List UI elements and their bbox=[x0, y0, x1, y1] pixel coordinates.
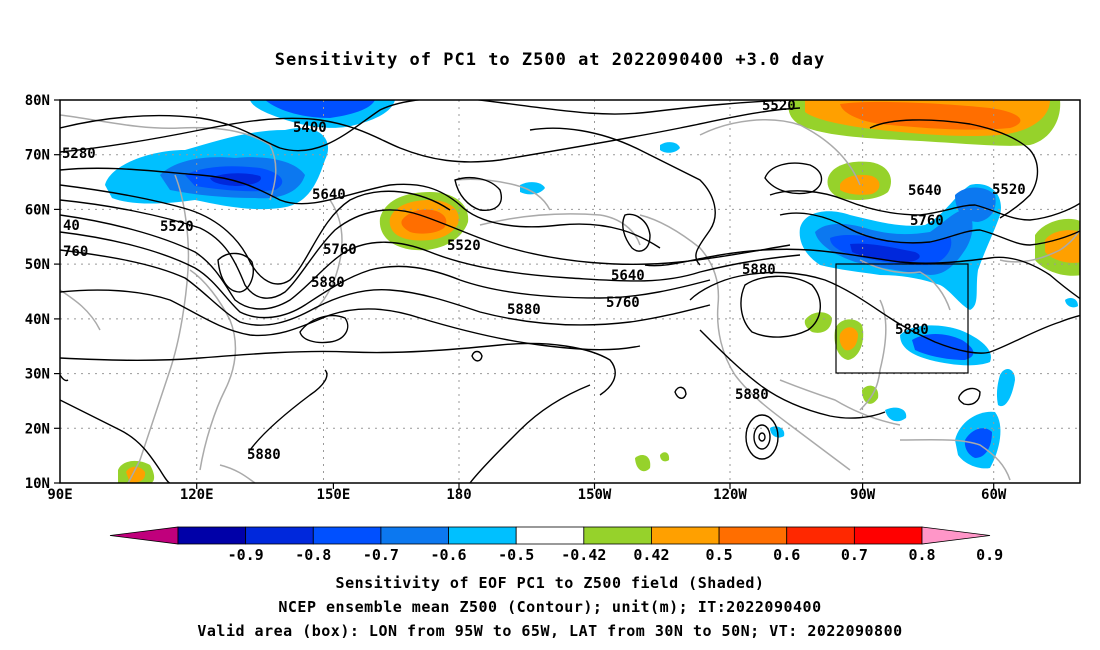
latitude-labels: 80N 70N 60N 50N 40N 30N 20N 10N bbox=[25, 93, 50, 492]
colorbar-tick-label: -0.42 bbox=[561, 546, 606, 564]
lat-label: 50N bbox=[25, 257, 50, 273]
colorbar-tick-label: -0.9 bbox=[228, 546, 264, 564]
contour-label: 5520 bbox=[447, 238, 481, 254]
lon-label: 150E bbox=[317, 487, 351, 503]
grid-lines bbox=[60, 100, 1080, 483]
lon-label: 120E bbox=[180, 487, 214, 503]
colorbar-tick-label: 0.9 bbox=[976, 546, 1003, 564]
contour-label: 5520 bbox=[992, 182, 1026, 198]
colorbar-bin bbox=[177, 526, 247, 545]
lat-label: 40N bbox=[25, 312, 50, 328]
map-title: Sensitivity of PC1 to Z500 at 2022090400… bbox=[274, 50, 826, 70]
lon-label: 90W bbox=[850, 487, 876, 503]
contour-label: 5880 bbox=[507, 302, 541, 318]
colorbar-end-high bbox=[921, 526, 991, 545]
colorbar-end-low bbox=[109, 526, 179, 545]
coastlines bbox=[60, 114, 1080, 483]
lat-label: 60N bbox=[25, 202, 50, 218]
lat-label: 10N bbox=[25, 476, 50, 492]
lon-label: 150W bbox=[578, 487, 612, 503]
colorbar-tick-label: 0.5 bbox=[706, 546, 733, 564]
contour-label: 5640 bbox=[312, 187, 346, 203]
colorbar-tick-label: -0.5 bbox=[498, 546, 534, 564]
colorbar-bin bbox=[312, 526, 382, 545]
contour-label: 5760 bbox=[606, 295, 640, 311]
plot-frame bbox=[59, 99, 1081, 484]
colorbar-tick-label: 0.7 bbox=[841, 546, 868, 564]
valid-area-box bbox=[835, 263, 969, 374]
lon-label: 90E bbox=[47, 487, 72, 503]
contour-label: 5880 bbox=[895, 322, 929, 338]
colorbar-bin bbox=[651, 526, 720, 545]
colorbar-bin bbox=[515, 526, 585, 545]
contour-label: 760 bbox=[63, 244, 88, 260]
colorbar-tick-label: 0.8 bbox=[908, 546, 935, 564]
longitude-labels: 90E 120E 150E 180 150W 120W 90W 60W bbox=[47, 487, 1007, 503]
latitude-ticks bbox=[54, 99, 60, 484]
colorbar-bin bbox=[786, 526, 855, 545]
colorbar-tick-label: -0.7 bbox=[363, 546, 399, 564]
contour-label: 5760 bbox=[910, 213, 944, 229]
colorbar-bin bbox=[583, 526, 652, 545]
colorbar-bin bbox=[380, 526, 449, 545]
contour-label: 5520 bbox=[160, 219, 194, 235]
colorbar-tick-label: -0.6 bbox=[430, 546, 466, 564]
colorbar-bin bbox=[718, 526, 788, 545]
contour-label: 5760 bbox=[323, 242, 357, 258]
lat-label: 30N bbox=[25, 367, 50, 383]
contour-label: 5880 bbox=[735, 387, 769, 403]
contour-label: 5520 bbox=[762, 98, 796, 114]
colorbar-bin bbox=[245, 526, 314, 545]
caption-valid-area: Valid area (box): LON from 95W to 65W, L… bbox=[197, 622, 903, 640]
lon-label: 180 bbox=[446, 487, 471, 503]
caption-contour: NCEP ensemble mean Z500 (Contour); unit(… bbox=[278, 598, 822, 616]
contour-labels: 5520 5400 5280 5640 5520 40 760 5760 588… bbox=[62, 98, 1026, 463]
colorbar-bin bbox=[853, 526, 923, 545]
colorbar-bin bbox=[448, 526, 517, 545]
z500-contours bbox=[60, 100, 1080, 483]
caption-shaded: Sensitivity of EOF PC1 to Z500 field (Sh… bbox=[335, 574, 765, 592]
lon-label: 120W bbox=[713, 487, 747, 503]
colorbar-tick-label: 0.6 bbox=[773, 546, 800, 564]
contour-label: 5880 bbox=[311, 275, 345, 291]
contour-label: 5640 bbox=[611, 268, 645, 284]
lon-label: 60W bbox=[981, 487, 1007, 503]
lat-label: 80N bbox=[25, 93, 50, 109]
contour-label: 5400 bbox=[293, 120, 327, 136]
contour-label: 5280 bbox=[62, 146, 96, 162]
colorbar: -0.9 -0.8 -0.7 -0.6 -0.5 -0.42 0.42 0.5 0.6 0.7 0.… bbox=[109, 526, 1003, 564]
contour-label: 5880 bbox=[247, 447, 281, 463]
colorbar-tick-label: 0.42 bbox=[633, 546, 669, 564]
contour-label: 40 bbox=[63, 218, 80, 234]
longitude-ticks bbox=[196, 483, 995, 489]
contour-label: 5880 bbox=[742, 262, 776, 278]
lat-label: 20N bbox=[25, 421, 50, 437]
lat-label: 70N bbox=[25, 148, 50, 164]
colorbar-tick-label: -0.8 bbox=[295, 546, 331, 564]
contour-label: 5640 bbox=[908, 183, 942, 199]
